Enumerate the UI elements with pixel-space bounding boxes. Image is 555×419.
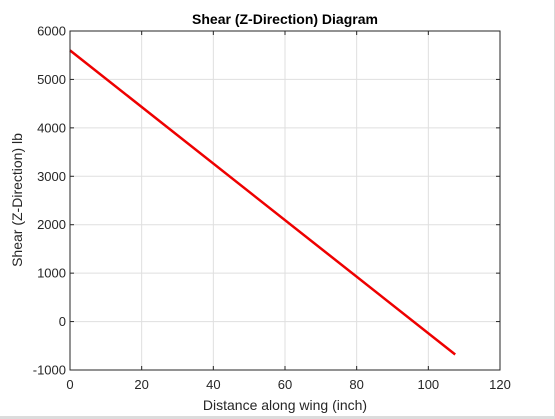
grid (70, 31, 500, 370)
y-axis-title: Shear (Z-Direction) lb (9, 133, 25, 267)
x-tick-label: 0 (66, 377, 73, 392)
x-tick-label: 60 (278, 377, 292, 392)
y-tick-label: 3000 (37, 169, 66, 184)
x-tick-labels: 0 20 40 60 80 100 120 (66, 377, 510, 392)
x-tick-label: 80 (349, 377, 363, 392)
series-line (69, 49, 456, 356)
y-tick-label: 6000 (37, 24, 66, 39)
y-tick-label: 5000 (37, 72, 66, 87)
x-axis-title: Distance along wing (inch) (203, 397, 367, 413)
y-tick-label: 1000 (37, 266, 66, 281)
x-tick-label: 100 (417, 377, 439, 392)
series-layer (69, 49, 456, 356)
x-tick-label: 20 (134, 377, 148, 392)
y-tick-label: 0 (59, 314, 66, 329)
chart-title: Shear (Z-Direction) Diagram (192, 11, 378, 27)
page-border-bottom (0, 416, 555, 419)
y-tick-label: 4000 (37, 120, 66, 135)
ticks (69, 30, 501, 371)
y-tick-labels: -1000 0 1000 2000 3000 4000 5000 6000 (33, 24, 66, 378)
x-tick-label: 120 (489, 377, 511, 392)
y-tick-label: -1000 (33, 363, 66, 378)
y-tick-label: 2000 (37, 217, 66, 232)
x-tick-label: 40 (206, 377, 220, 392)
